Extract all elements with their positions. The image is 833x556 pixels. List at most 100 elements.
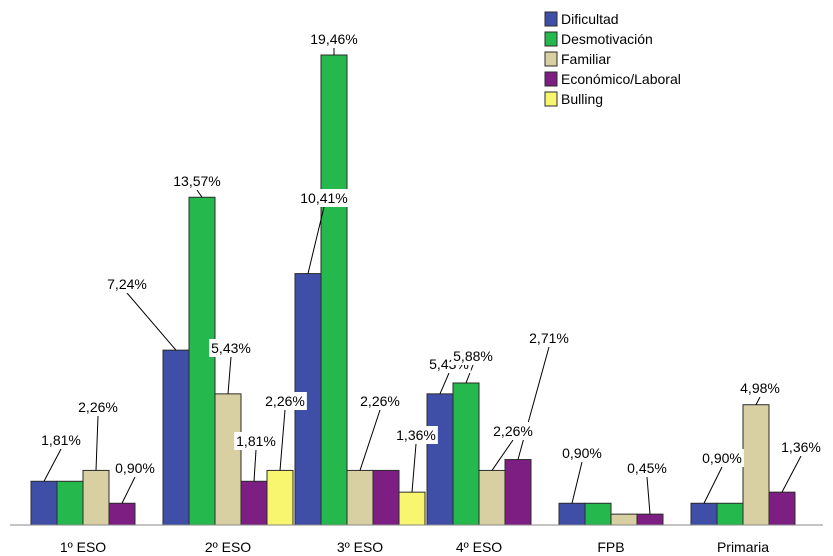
- data-label: 0,45%: [627, 460, 667, 476]
- leader-line: [121, 476, 136, 504]
- bar-econ-mico-laboral-3: [504, 459, 532, 526]
- data-labels-layer: 1,81% 7,24% 10,41% 5,43% 0,90% 0,90% 13,57% 19,…: [39, 30, 823, 477]
- data-label-bg: [263, 392, 307, 410]
- bar-econ-mico-laboral-2: [372, 469, 400, 526]
- bar-desmotivaci-n-5: [716, 502, 744, 526]
- legend-swatch: [544, 91, 558, 107]
- bar-dificultad-3: [426, 393, 454, 526]
- legend-swatch: [544, 31, 558, 47]
- data-label-bg: [39, 431, 83, 449]
- leader-line: [781, 455, 802, 493]
- leader-line: [95, 415, 99, 471]
- data-label: 13,57%: [173, 173, 220, 189]
- leader-line: [43, 448, 62, 482]
- legend-label: Desmotivación: [561, 31, 653, 47]
- leader-line: [227, 356, 232, 394]
- x-tick-label: 1º ESO: [60, 539, 106, 555]
- bar-econ-mico-laboral-1: [240, 480, 268, 526]
- data-label: 0,90%: [562, 445, 602, 461]
- legend-label: Dificultad: [561, 11, 619, 27]
- bar-dificultad-0: [30, 480, 58, 526]
- data-label-bg: [394, 426, 438, 444]
- leader-line: [491, 439, 514, 471]
- bar-familiar-2: [346, 469, 374, 526]
- data-label: 2,26%: [78, 399, 118, 415]
- data-label: 2,71%: [529, 330, 569, 346]
- data-label-bg: [105, 275, 149, 293]
- legend-label: Económico/Laboral: [561, 71, 681, 87]
- leader-line: [703, 466, 723, 504]
- leader-line: [359, 409, 381, 471]
- bar-desmotivaci-n-2: [320, 54, 348, 526]
- bar-bulling-2: [398, 491, 426, 526]
- data-label-bg: [560, 444, 604, 462]
- data-label: 5,43%: [211, 340, 251, 356]
- data-label-bg: [779, 438, 823, 456]
- data-label: 7,24%: [107, 276, 147, 292]
- x-tick-labels: 1º ESO 2º ESO 3º ESO 4º ESO FPB Primaria: [60, 539, 769, 555]
- x-tick-label: 4º ESO: [456, 539, 502, 555]
- data-label: 4,98%: [740, 380, 780, 396]
- x-tick-label: Primaria: [717, 539, 769, 555]
- bar-dificultad-4: [558, 502, 586, 526]
- legend-label: Bulling: [561, 91, 603, 107]
- leader-line: [411, 443, 417, 493]
- data-label: 0,90%: [702, 450, 742, 466]
- data-label: 2,26%: [360, 393, 400, 409]
- leader-line: [465, 364, 474, 384]
- legend-swatch: [544, 71, 558, 87]
- leader-line: [517, 346, 550, 460]
- leader-line: [126, 292, 177, 351]
- data-label-bg: [171, 172, 223, 190]
- bar-econ-mico-laboral-0: [108, 502, 136, 526]
- leader-line: [439, 372, 450, 395]
- data-label: 1,81%: [41, 432, 81, 448]
- bar-bulling-1: [266, 469, 294, 526]
- legend-swatch: [544, 11, 558, 27]
- x-tick-label: 2º ESO: [205, 539, 251, 555]
- data-label-bg: [358, 392, 402, 410]
- data-label-bg: [451, 347, 495, 365]
- data-label-bg: [76, 398, 120, 416]
- leader-line: [571, 461, 583, 504]
- leader-line: [307, 206, 325, 274]
- bar-econ-mico-laboral-4: [636, 513, 664, 526]
- legend: Dificultad Desmotivación Familiar Económico…: [544, 11, 681, 107]
- bar-familiar-5: [742, 404, 770, 526]
- leader-line: [253, 449, 257, 482]
- leader-line: [646, 476, 651, 515]
- data-label-bg: [527, 329, 571, 347]
- data-label-bg: [625, 459, 669, 477]
- bar-dificultad-5: [690, 502, 718, 526]
- legend-label: Familiar: [561, 51, 611, 67]
- bar-desmotivaci-n-1: [188, 196, 216, 526]
- data-label-bg: [491, 422, 535, 440]
- data-label-bg: [308, 30, 360, 48]
- data-label: 1,36%: [396, 427, 436, 443]
- data-label: 0,90%: [115, 460, 155, 476]
- data-label: 10,41%: [300, 190, 347, 206]
- leader-lines-layer: [43, 48, 802, 515]
- leader-line: [196, 189, 203, 198]
- data-label: 1,36%: [781, 439, 821, 455]
- data-label: 2,26%: [493, 423, 533, 439]
- data-label-bg: [738, 379, 782, 397]
- data-label: 19,46%: [310, 31, 357, 47]
- data-label-bg: [234, 432, 278, 450]
- x-tick-label: FPB: [597, 539, 624, 555]
- bar-familiar-1: [214, 393, 242, 526]
- bar-econ-mico-laboral-5: [768, 491, 796, 526]
- bar-desmotivaci-n-4: [584, 502, 612, 526]
- data-label-bg: [113, 459, 157, 477]
- data-label-bg: [298, 189, 350, 207]
- data-label-bg: [209, 339, 253, 357]
- bar-familiar-3: [478, 469, 506, 526]
- leader-line: [279, 409, 286, 471]
- data-label: 5,88%: [453, 348, 493, 364]
- bar-desmotivaci-n-0: [56, 480, 84, 526]
- data-label: 1,81%: [236, 433, 276, 449]
- bar-desmotivaci-n-3: [452, 382, 480, 526]
- legend-swatch: [544, 51, 558, 67]
- data-label-bg: [700, 449, 744, 467]
